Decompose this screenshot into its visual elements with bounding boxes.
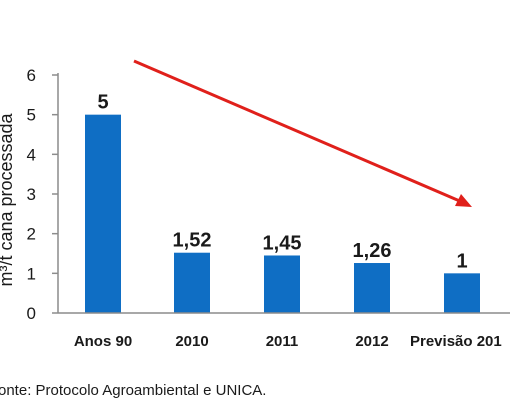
bar: [174, 252, 210, 313]
data-label: 1,26: [353, 240, 392, 262]
y-axis-label: m³/t cana processada: [0, 112, 16, 286]
x-category-label: Anos 90: [74, 333, 132, 350]
bar: [264, 255, 300, 313]
y-tick-label: 0: [27, 304, 36, 323]
x-category-label: 2012: [355, 333, 388, 350]
bars: 5 1,52 1,45 1,26 1: [85, 92, 480, 314]
bar: [354, 263, 390, 313]
bar: [85, 114, 121, 314]
y-tick-label: 6: [27, 66, 36, 85]
x-category-label: 2010: [175, 333, 208, 350]
y-tick-label: 5: [27, 106, 36, 125]
y-tick-label: 1: [27, 264, 36, 283]
x-category-label: Previsão 201: [410, 333, 502, 350]
y-axis: 0 1 2 3 4 5 6: [27, 66, 59, 323]
data-label: 5: [97, 92, 108, 114]
bar: [444, 273, 480, 313]
data-label: 1: [456, 250, 467, 272]
data-label: 1,52: [173, 230, 212, 252]
data-label: 1,45: [263, 232, 302, 254]
trend-arrow-line: [133, 59, 463, 204]
x-category-label: 2011: [266, 333, 299, 350]
y-tick-label: 4: [27, 145, 36, 164]
x-axis: Anos 90 2010 2011 2012 Previsão 201: [58, 312, 510, 350]
y-tick-label: 2: [27, 225, 36, 244]
source-note: onte: Protocolo Agroambiental e UNICA.: [0, 382, 266, 399]
trend-arrow-head: [455, 194, 472, 207]
trend-arrow: [133, 59, 472, 207]
y-tick-label: 3: [27, 185, 36, 204]
